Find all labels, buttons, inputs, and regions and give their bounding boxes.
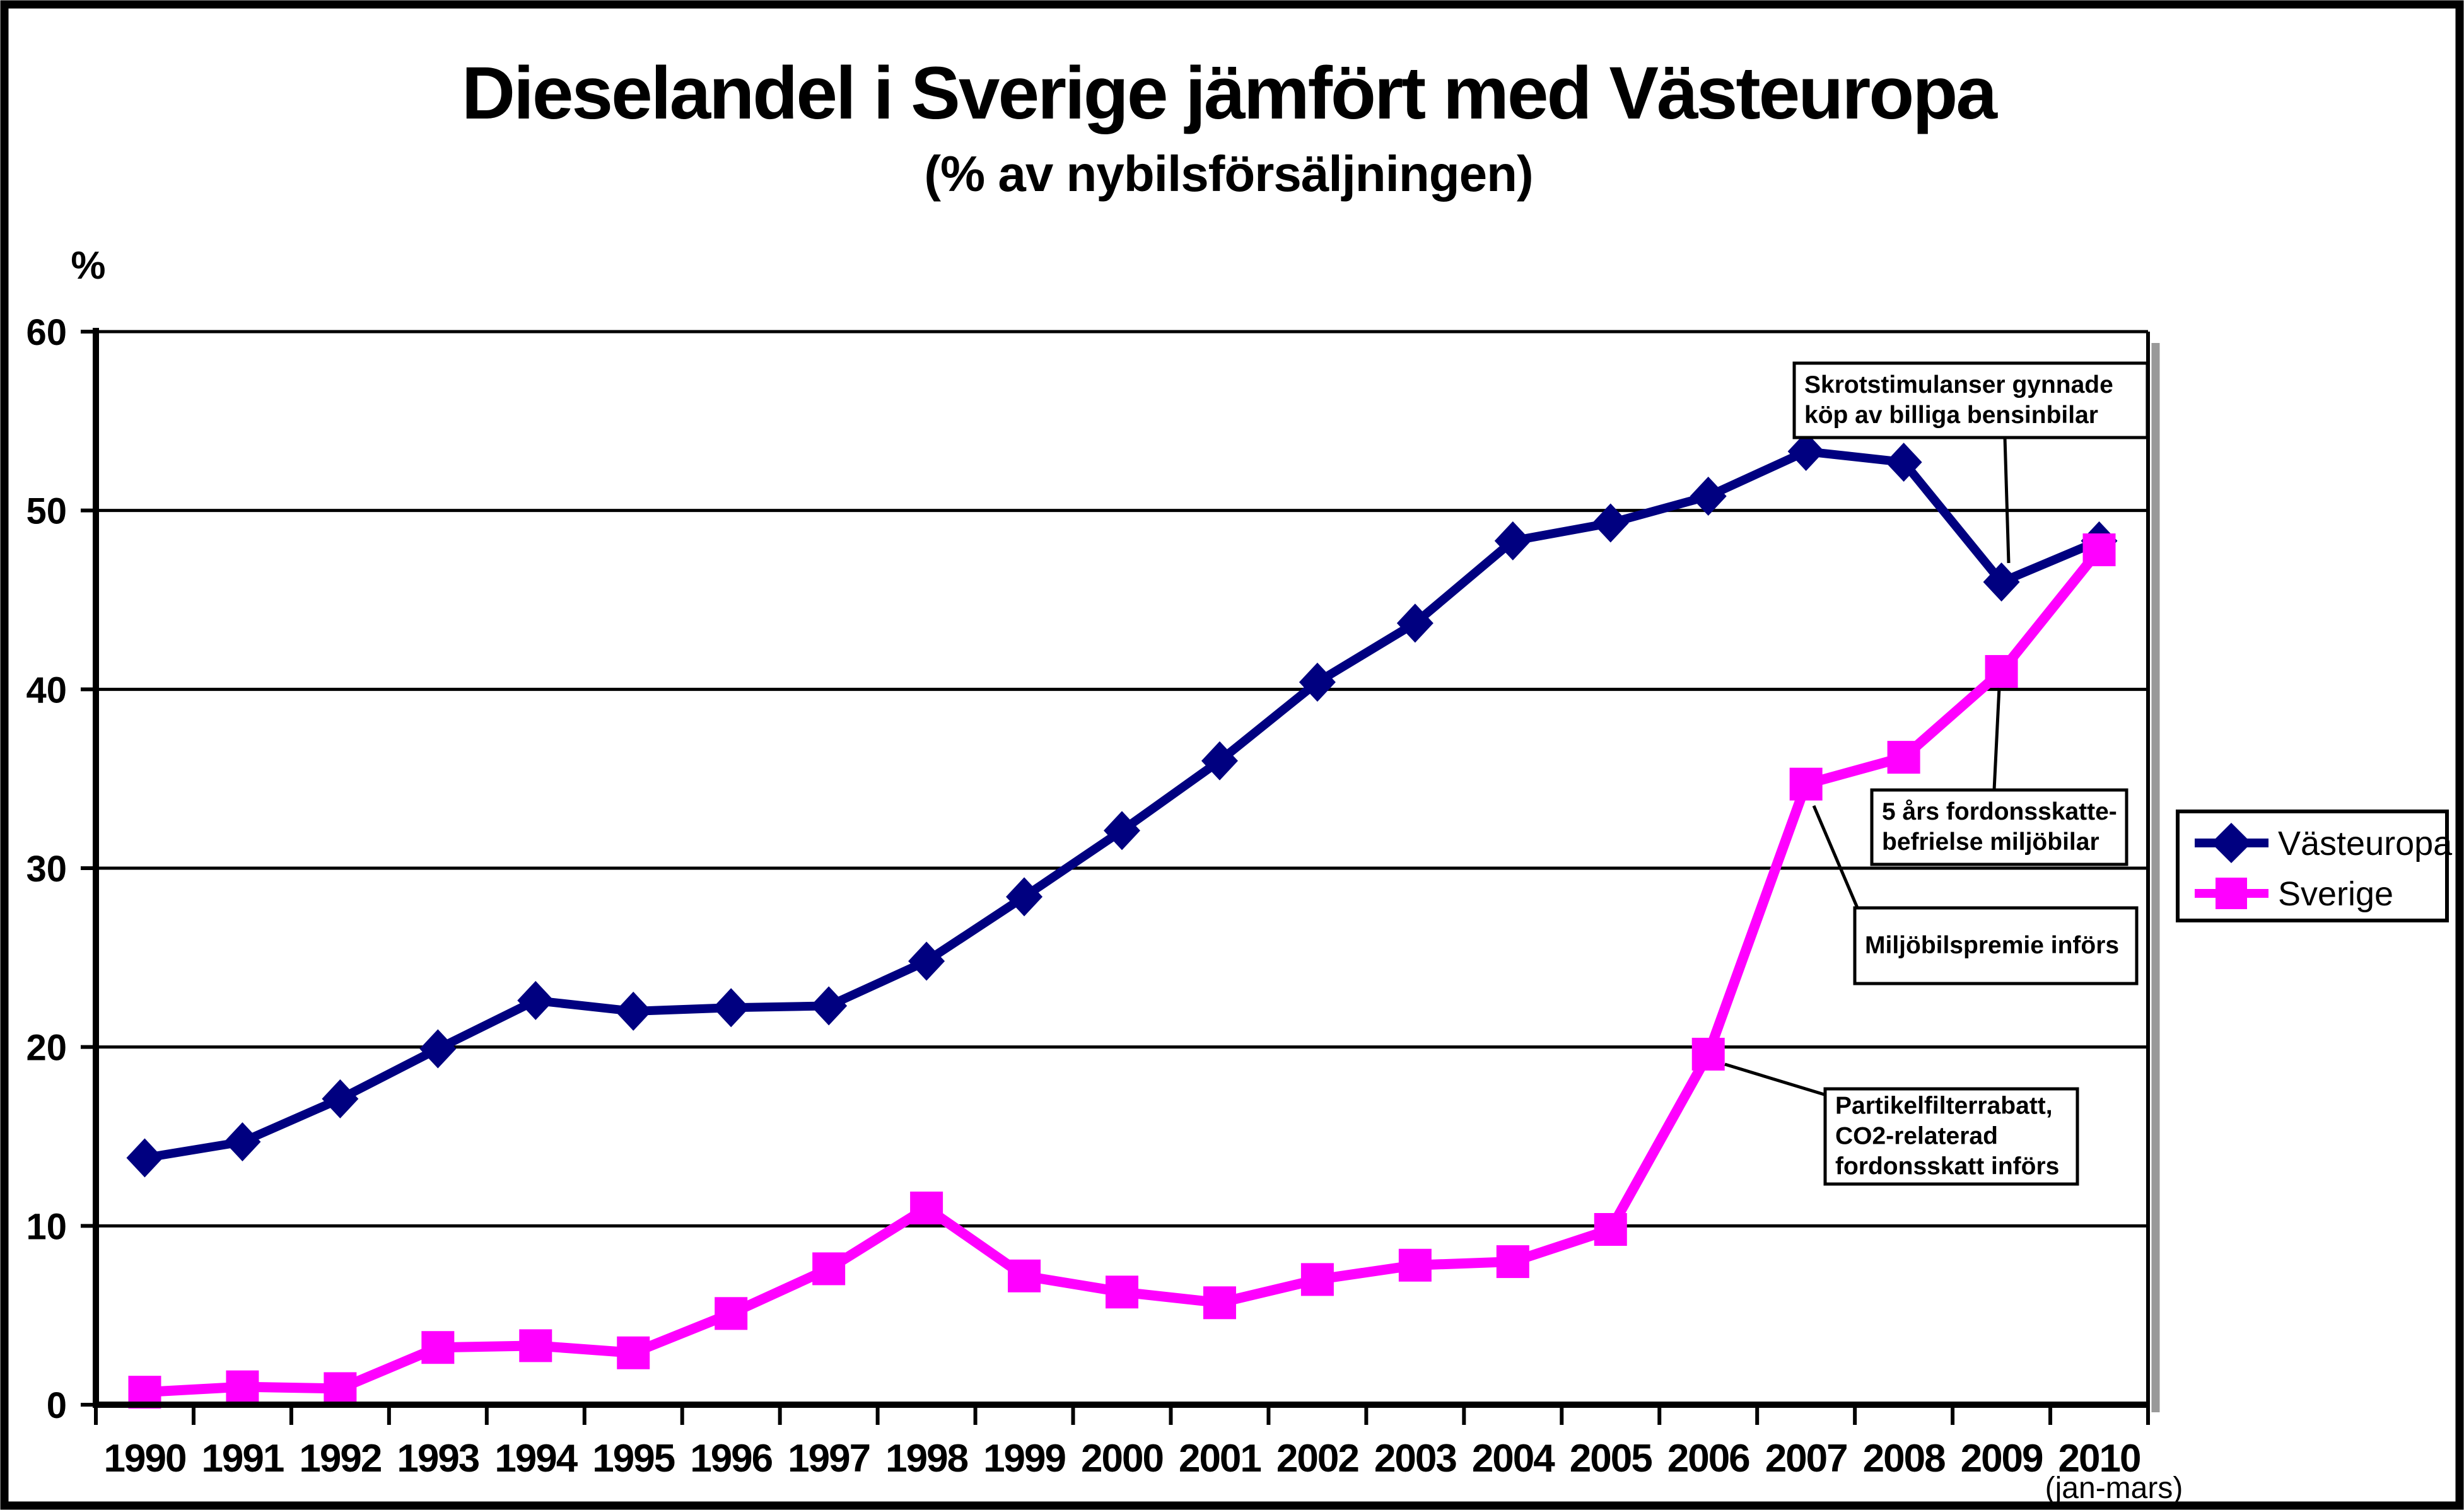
marker-diamond-västeuropa-2000: [1104, 811, 1140, 851]
x-tick-label-2004: 2004: [1472, 1437, 1555, 1480]
marker-diamond-västeuropa-2008: [1885, 443, 1922, 482]
x-tick-label-2008: 2008: [1863, 1437, 1945, 1480]
chart-title: Dieselandel i Sverige jämfört med Västeu…: [462, 52, 1999, 135]
marker-diamond-västeuropa-1992: [322, 1079, 359, 1118]
annotation-leader-skrot: [2003, 437, 2011, 564]
x-tick-label-2005: 2005: [1570, 1437, 1652, 1480]
marker-square-sverige-1998: [910, 1191, 943, 1224]
marker-diamond-västeuropa-2002: [1299, 662, 1336, 702]
x-tick-label-2001: 2001: [1179, 1437, 1261, 1480]
marker-diamond-västeuropa-1994: [517, 980, 554, 1020]
marker-square-sverige-2004: [1496, 1245, 1529, 1279]
legend-marker-diamond-icon: [2211, 823, 2251, 863]
plot-area: 0 10 20 30 40 50 60 1990 1991 1992 1993 1994 1995 199…: [26, 312, 2160, 1480]
marker-diamond-västeuropa-1999: [1006, 877, 1043, 917]
marker-diamond-västeuropa-2001: [1201, 741, 1238, 781]
x-tick-label-1995: 1995: [592, 1437, 674, 1480]
x-tick-label-1997: 1997: [788, 1437, 870, 1480]
x-tick-label-1992: 1992: [299, 1437, 381, 1480]
x-tick-label-2002: 2002: [1276, 1437, 1358, 1480]
marker-square-sverige-1996: [715, 1297, 748, 1330]
x-tick-label-2007: 2007: [1765, 1437, 1847, 1480]
marker-square-sverige-2006: [1691, 1038, 1725, 1071]
annotation-text-skrot-line2: köp av billiga bensinbilar: [1804, 402, 2098, 429]
y-tick-label-60: 60: [26, 312, 67, 353]
marker-diamond-västeuropa-2003: [1396, 603, 1433, 643]
marker-square-sverige-1993: [421, 1331, 455, 1364]
x-tick-label-1990: 1990: [104, 1437, 186, 1480]
annotation-leader-partikel: [1724, 1062, 1827, 1097]
marker-square-sverige-1997: [812, 1252, 846, 1286]
x-tick-label-2010: 2010: [2058, 1437, 2140, 1480]
y-tick-label-40: 40: [26, 670, 67, 711]
marker-diamond-västeuropa-1990: [126, 1138, 163, 1178]
marker-diamond-västeuropa-1998: [908, 941, 945, 981]
legend-marker-square-icon: [2216, 878, 2247, 909]
marker-diamond-västeuropa-2007: [1787, 432, 1825, 472]
annotation-text-premie-line1: Miljöbilspremie införs: [1865, 932, 2119, 959]
x-tick-label-1996: 1996: [690, 1437, 772, 1480]
marker-square-sverige-2005: [1594, 1213, 1627, 1246]
x-tick-label-2009: 2009: [1961, 1437, 2043, 1480]
legend: Västeuropa Sverige: [2176, 810, 2453, 922]
marker-diamond-västeuropa-2004: [1494, 521, 1531, 560]
y-tick-label-20: 20: [26, 1028, 67, 1069]
annotation-text-partikel-line3: fordonsskatt införs: [1835, 1153, 2059, 1180]
annotation-leader-skatt: [1992, 687, 2001, 791]
marker-square-sverige-2007: [1789, 767, 1823, 801]
marker-square-sverige-1992: [324, 1372, 357, 1405]
annotation-text-partikel-line1: Partikelfilterrabatt,: [1835, 1093, 2053, 1120]
annotation-text-skatt-line1: 5 års fordonsskatte-: [1882, 798, 2117, 825]
marker-diamond-västeuropa-1991: [224, 1122, 261, 1162]
x-tick-label-1994: 1994: [494, 1437, 578, 1480]
series-line-sverige: [144, 547, 2103, 1398]
x-tick-label-1991: 1991: [201, 1437, 283, 1480]
marker-diamond-västeuropa-2006: [1690, 476, 1727, 516]
marker-square-sverige-2009: [1985, 654, 2018, 688]
legend-label-sverige: Sverige: [2278, 875, 2393, 913]
marker-square-sverige-2002: [1300, 1263, 1334, 1296]
marker-square-sverige-1994: [519, 1329, 552, 1362]
x-tick-label-2003: 2003: [1374, 1437, 1456, 1480]
marker-square-sverige-1995: [617, 1336, 650, 1369]
marker-square-sverige-1999: [1008, 1259, 1041, 1292]
y-tick-label-50: 50: [26, 491, 67, 532]
y-tick-label-0: 0: [47, 1385, 67, 1426]
annotation-layer: Skrotstimulanser gynnade köp av billiga b…: [1724, 361, 2149, 1186]
marker-diamond-västeuropa-1995: [615, 991, 652, 1031]
x-tick-label-1999: 1999: [983, 1437, 1065, 1480]
annotation-box-skrot: [1792, 361, 2149, 439]
annotation-text-skrot-line1: Skrotstimulanser gynnade: [1804, 371, 2113, 398]
marker-diamond-västeuropa-2009: [1983, 562, 2020, 602]
annotation-text-partikel-line2: CO2-relaterad: [1835, 1123, 1998, 1150]
annotation-box-skatt: [1870, 788, 2128, 866]
x-tick-label-2006: 2006: [1667, 1437, 1749, 1480]
marker-diamond-västeuropa-1997: [810, 986, 848, 1026]
marker-square-sverige-2008: [1887, 741, 1920, 774]
marker-square-sverige-1991: [226, 1370, 259, 1403]
marker-square-sverige-2010: [2082, 533, 2116, 567]
marker-diamond-västeuropa-1993: [419, 1029, 457, 1069]
annotation-leader-premie: [1812, 805, 1860, 910]
x-tick-label-1993: 1993: [397, 1437, 479, 1480]
x-tick-label-2000: 2000: [1081, 1437, 1163, 1480]
y-tick-label-30: 30: [26, 849, 67, 890]
marker-square-sverige-2001: [1203, 1286, 1236, 1320]
y-axis-unit-label: %: [71, 244, 105, 287]
marker-square-sverige-2003: [1398, 1248, 1432, 1282]
marker-diamond-västeuropa-2005: [1592, 503, 1629, 543]
legend-label-vasteuropa: Västeuropa: [2278, 825, 2453, 862]
marker-diamond-västeuropa-1996: [713, 988, 750, 1028]
chart-subtitle: (% av nybilsförsäljningen): [924, 146, 1533, 202]
annotation-box-premie: [1853, 906, 2139, 985]
annotation-text-skatt-line2: befrielse miljöbilar: [1882, 828, 2099, 856]
x-axis-note: (jan-mars): [2045, 1472, 2183, 1505]
y-tick-label-10: 10: [26, 1206, 67, 1247]
x-tick-label-1998: 1998: [885, 1437, 967, 1480]
annotation-box-partikel: [1823, 1087, 2079, 1186]
marker-square-sverige-2000: [1106, 1275, 1138, 1309]
